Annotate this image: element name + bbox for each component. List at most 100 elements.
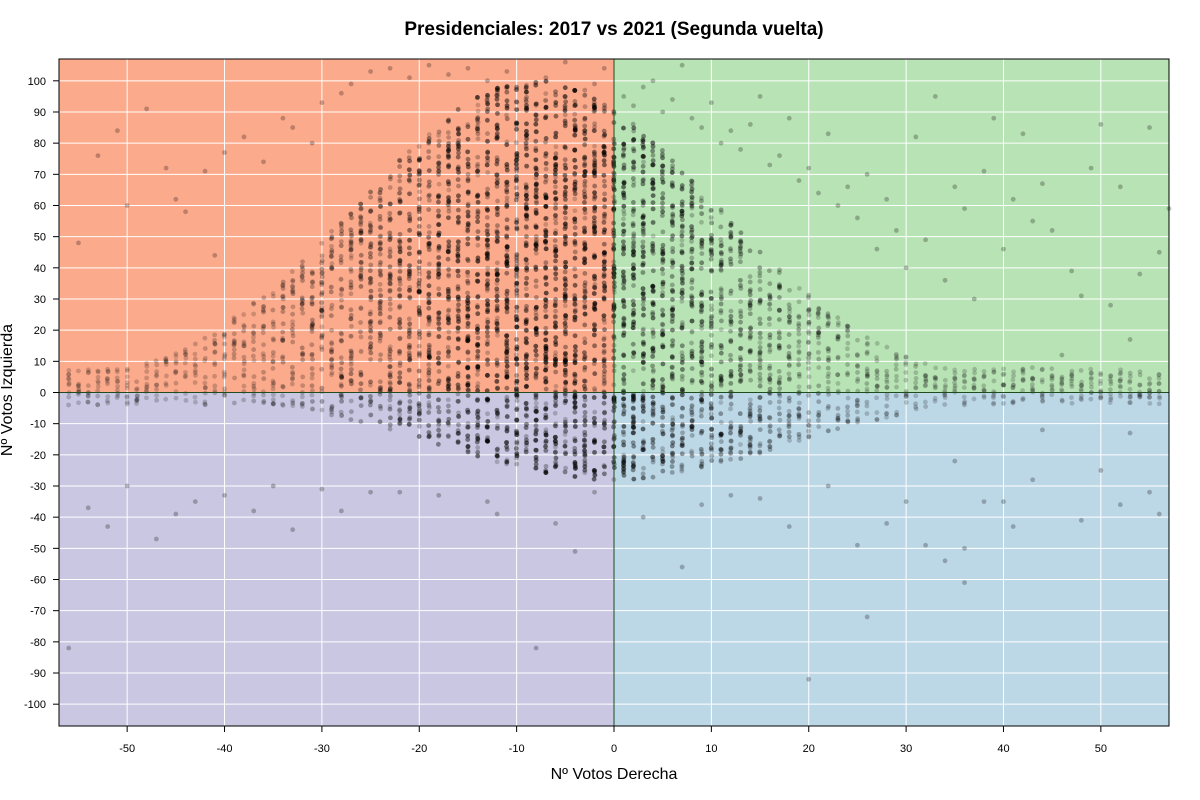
data-point: [309, 352, 315, 358]
data-point: [573, 465, 578, 471]
data-point: [563, 381, 569, 386]
data-point: [474, 194, 480, 199]
data-point: [358, 349, 364, 354]
data-point: [640, 229, 646, 234]
data-point: [747, 348, 753, 354]
data-point: [572, 132, 578, 138]
data-point: [348, 367, 354, 372]
data-point: [796, 313, 802, 319]
data-point: [864, 368, 870, 374]
y-tick-label: 90: [34, 107, 46, 119]
x-axis-label: Nº Votos Derecha: [550, 766, 678, 783]
data-point: [446, 215, 451, 221]
data-point: [679, 322, 685, 328]
data-point: [436, 199, 441, 205]
data-point: [572, 282, 578, 288]
data-point: [348, 356, 354, 361]
data-point: [602, 250, 607, 256]
data-point: [659, 328, 665, 334]
data-point: [932, 375, 938, 381]
data-point: [290, 287, 296, 293]
data-point: [1001, 382, 1006, 388]
data-point: [776, 335, 782, 341]
data-point: [650, 334, 656, 340]
data-point: [562, 191, 568, 197]
data-point: [582, 290, 588, 296]
data-point: [270, 397, 276, 403]
data-point: [884, 377, 890, 383]
data-point: [495, 239, 500, 244]
data-point: [504, 180, 509, 185]
data-point: [699, 289, 705, 295]
data-point: [767, 347, 773, 353]
data-point: [582, 184, 588, 189]
data-point: [1108, 302, 1113, 308]
data-point: [621, 300, 627, 306]
data-point: [689, 233, 695, 239]
data-point: [670, 223, 676, 228]
data-point: [718, 268, 724, 273]
data-point: [280, 403, 286, 408]
data-point: [378, 387, 383, 393]
data-point: [523, 97, 529, 102]
data-point: [650, 268, 656, 274]
data-point: [835, 417, 841, 423]
data-point: [787, 306, 792, 312]
data-point: [572, 344, 578, 350]
data-point: [504, 447, 510, 452]
data-point: [504, 84, 510, 90]
data-point: [514, 194, 520, 200]
data-point: [183, 369, 188, 375]
data-point: [436, 193, 442, 198]
data-point: [553, 228, 559, 234]
data-point: [641, 306, 646, 312]
data-point: [514, 336, 519, 342]
data-point: [1127, 386, 1133, 392]
data-point: [523, 133, 529, 138]
data-point: [456, 398, 461, 404]
data-point: [504, 350, 509, 356]
data-point: [602, 273, 607, 278]
data-point: [280, 337, 286, 343]
data-point: [582, 87, 588, 93]
data-point: [601, 463, 607, 468]
data-point: [426, 291, 432, 297]
data-point: [348, 312, 354, 318]
data-point: [494, 159, 500, 164]
data-point: [446, 294, 452, 300]
data-point: [776, 307, 782, 313]
data-point: [835, 336, 840, 342]
data-point: [212, 341, 218, 347]
data-point: [923, 373, 929, 379]
data-point: [572, 239, 578, 244]
data-point: [641, 230, 647, 236]
data-point: [387, 246, 393, 252]
data-point: [192, 351, 198, 357]
data-point: [572, 404, 578, 410]
data-point: [679, 360, 685, 365]
data-point: [718, 257, 724, 263]
data-point: [650, 420, 656, 426]
data-point: [630, 221, 636, 226]
data-point: [513, 267, 519, 273]
data-point: [825, 385, 831, 391]
data-point: [358, 201, 364, 207]
data-point: [485, 207, 490, 213]
data-point: [533, 121, 539, 127]
data-point: [212, 383, 218, 389]
data-point: [572, 181, 578, 187]
data-point: [884, 403, 890, 409]
data-point: [991, 369, 997, 375]
data-point: [523, 182, 529, 188]
data-point: [1069, 368, 1075, 374]
data-point: [562, 269, 568, 275]
data-point: [329, 254, 334, 259]
data-point: [952, 184, 958, 190]
data-point: [776, 377, 782, 383]
data-point: [582, 294, 588, 300]
data-point: [231, 338, 237, 343]
data-point: [485, 155, 490, 161]
data-point: [533, 242, 539, 247]
data-point: [543, 239, 548, 245]
data-point: [426, 434, 432, 440]
